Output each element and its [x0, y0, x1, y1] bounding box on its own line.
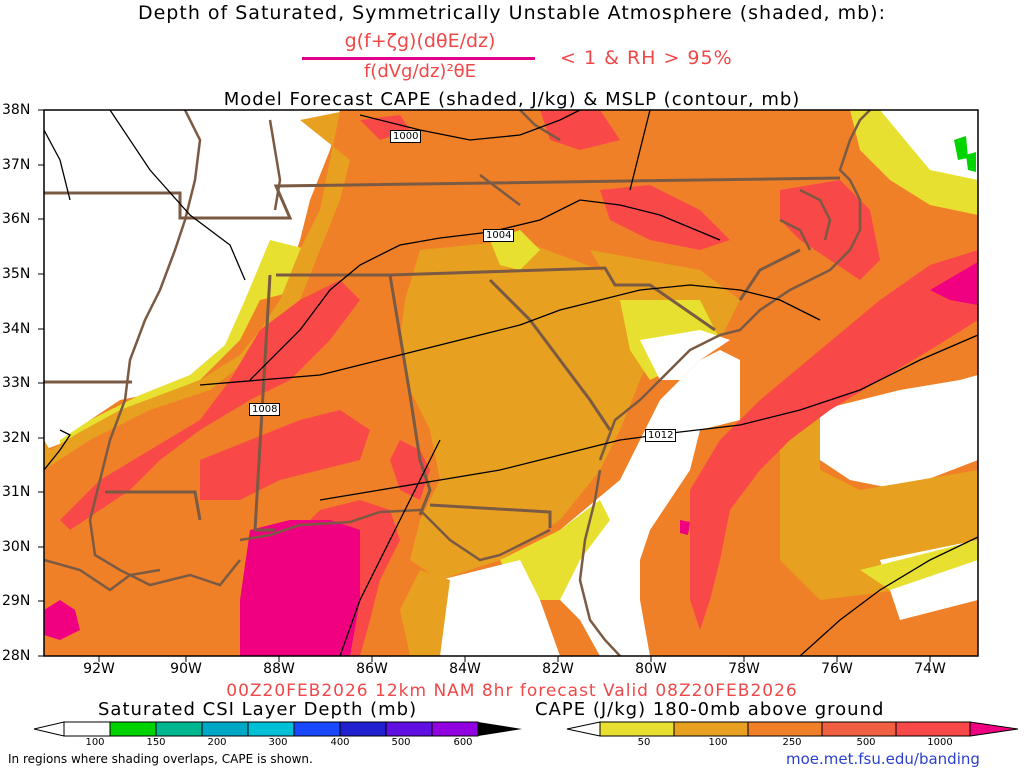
lon-label-80w: 80W — [635, 661, 667, 677]
formula-condition: < 1 & RH > 95% — [560, 47, 733, 69]
csi-tick: 100 — [85, 737, 105, 748]
axis-ticks — [38, 109, 931, 662]
title-line-3: Model Forecast CAPE (shaded, J/kg) & MSL… — [223, 89, 801, 110]
lat-label-31n: 31N — [2, 484, 31, 500]
cape-tick: 1000 — [927, 737, 953, 748]
lon-label-78w: 78W — [728, 661, 760, 677]
lat-label-30n: 30N — [2, 539, 31, 555]
csi-tick: 600 — [453, 737, 473, 748]
cape-tick: 100 — [708, 737, 728, 748]
lat-label-33n: 33N — [2, 375, 31, 391]
cape-shading — [44, 110, 978, 656]
csi-tick: 500 — [391, 737, 411, 748]
lat-label-36n: 36N — [2, 211, 31, 227]
lat-label-28n: 28N — [2, 648, 31, 664]
formula-fraction-bar — [302, 57, 535, 60]
lon-label-90w: 90W — [170, 661, 202, 677]
lon-label-92w: 92W — [83, 661, 115, 677]
isobar-label-1004: 1004 — [483, 229, 515, 242]
csi-colorbar — [33, 721, 522, 737]
formula-denominator: f(dVg/dz)²θE — [363, 61, 477, 82]
formula-numerator: g(f+ζg)(dθE/dz) — [344, 30, 496, 52]
lat-label-32n: 32N — [2, 430, 31, 446]
csi-tick: 150 — [146, 737, 166, 748]
cape-tick: 250 — [782, 737, 802, 748]
lat-label-35n: 35N — [2, 266, 31, 282]
cape-tick: 50 — [637, 737, 651, 748]
lon-label-88w: 88W — [263, 661, 295, 677]
lon-label-82w: 82W — [542, 661, 574, 677]
lon-label-86w: 86W — [356, 661, 388, 677]
lat-label-38n: 38N — [2, 102, 31, 118]
csi-colorbar-label: Saturated CSI Layer Depth (mb) — [98, 699, 418, 720]
source-url: moe.met.fsu.edu/banding — [786, 750, 980, 768]
valid-time-line: 00Z20FEB2026 12km NAM 8hr forecast Valid… — [226, 681, 798, 701]
csi-tick: 300 — [268, 737, 288, 748]
overlap-footnote: In regions where shading overlaps, CAPE … — [8, 752, 313, 766]
title-line-1: Depth of Saturated, Symmetrically Unstab… — [137, 2, 886, 24]
csi-tick: 400 — [330, 737, 350, 748]
csi-tick: 200 — [207, 737, 227, 748]
isobars — [44, 110, 978, 656]
state-borders — [44, 176, 841, 532]
lat-label-34n: 34N — [2, 321, 31, 337]
isobar-label-1000: 1000 — [390, 130, 422, 143]
lon-label-76w: 76W — [821, 661, 853, 677]
isobar-label-1012: 1012 — [645, 429, 677, 442]
lon-label-84w: 84W — [449, 661, 481, 677]
cape-colorbar — [566, 721, 1019, 737]
cape-tick: 500 — [856, 737, 876, 748]
cape-colorbar-label: CAPE (J/kg) 180-0mb above ground — [535, 699, 885, 720]
lat-label-29n: 29N — [2, 593, 31, 609]
isobar-label-1008: 1008 — [249, 403, 281, 416]
lon-label-74w: 74W — [914, 661, 946, 677]
lat-label-37n: 37N — [2, 157, 31, 173]
coastlines — [44, 110, 871, 656]
